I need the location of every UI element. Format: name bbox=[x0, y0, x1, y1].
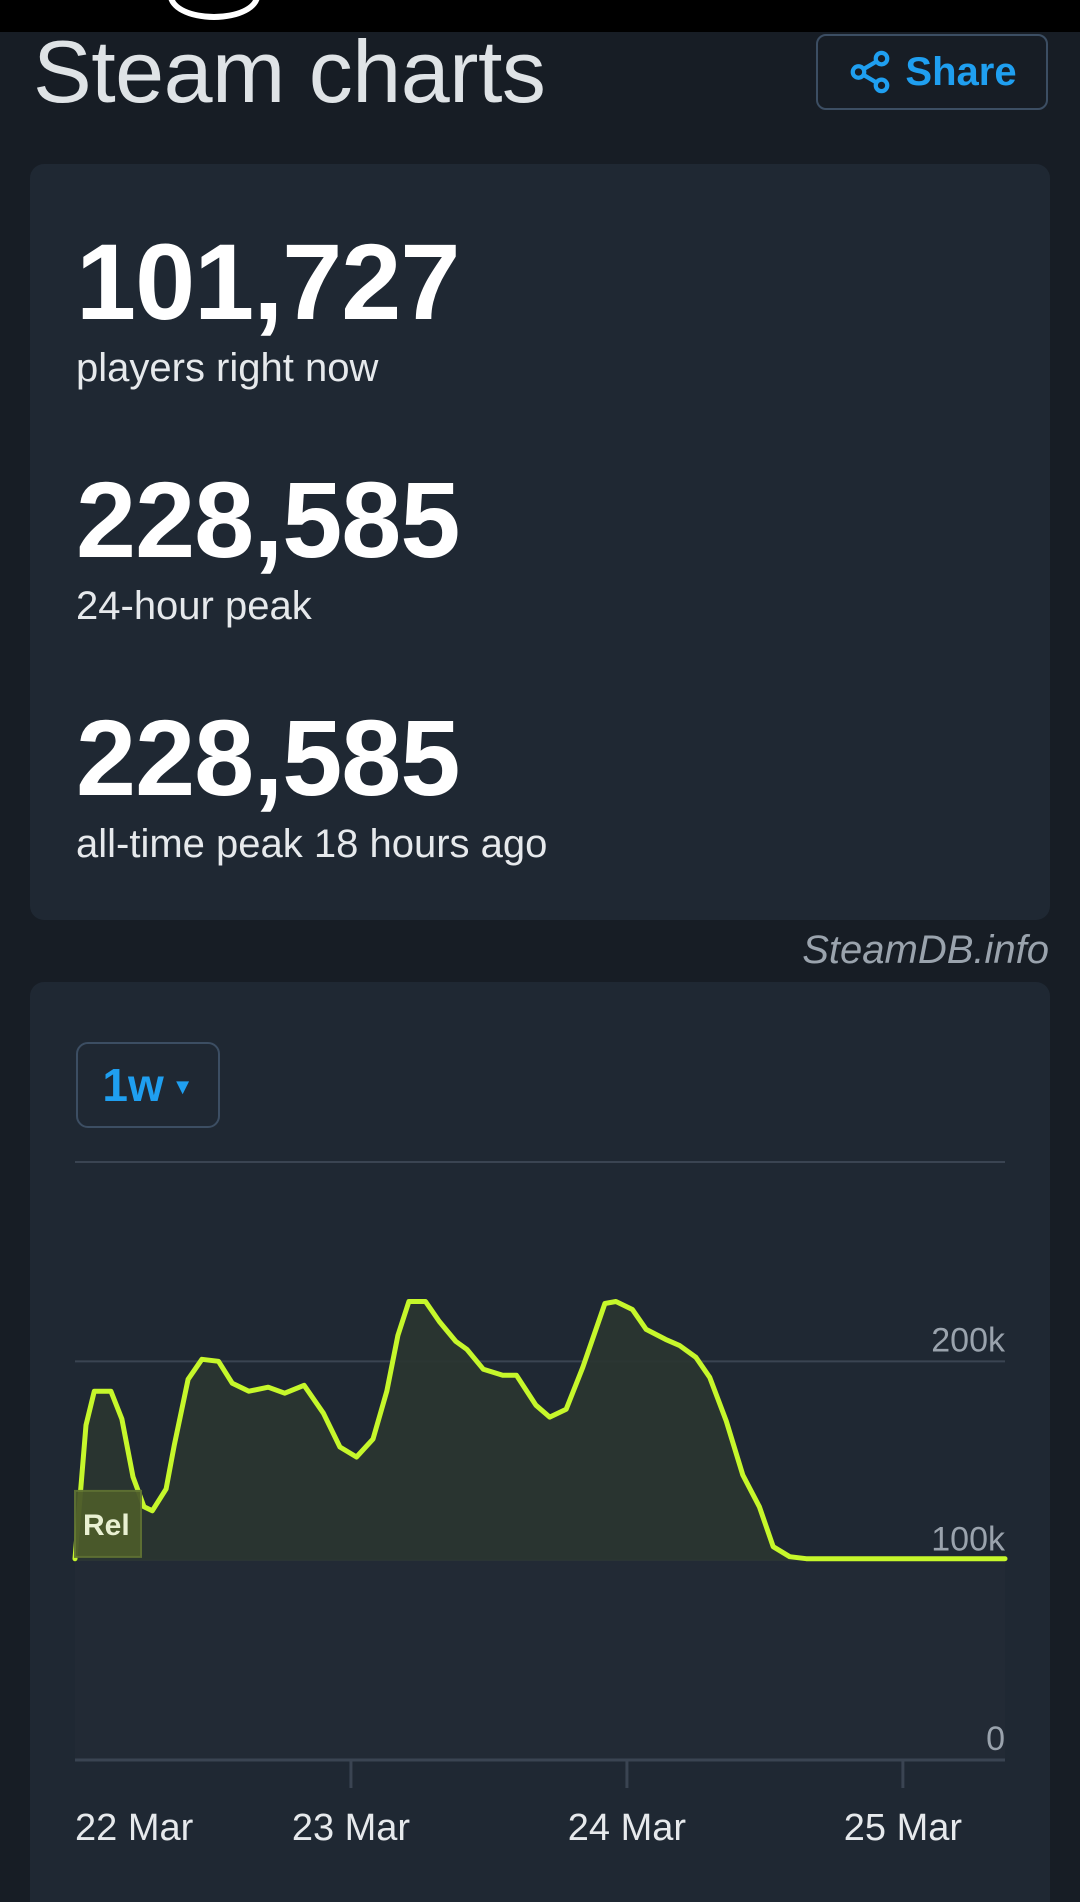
all-time-peak-label: all-time peak 18 hours ago bbox=[76, 822, 548, 866]
release-marker-label: Rel bbox=[83, 1509, 130, 1542]
all-time-peak-value: 228,585 bbox=[76, 697, 460, 818]
player-count-chart[interactable]: Rel 0 100k 200k 22 Mar 23 Mar 24 Mar 25 Mar bbox=[30, 982, 1050, 1902]
caret-down-icon: ▼ bbox=[171, 1074, 194, 1099]
x-tick-label: 25 Mar bbox=[844, 1807, 963, 1849]
share-icon bbox=[851, 50, 890, 94]
peak-24h-value: 228,585 bbox=[76, 459, 460, 580]
x-tick-label: 23 Mar bbox=[292, 1807, 411, 1849]
x-tick-label: 24 Mar bbox=[568, 1807, 687, 1849]
x-tick-label: 22 Mar bbox=[75, 1807, 194, 1849]
current-players-label: players right now bbox=[76, 346, 379, 390]
camera-notch bbox=[168, 0, 260, 20]
share-button-label: Share bbox=[905, 49, 1017, 94]
range-selector[interactable]: 1w ▼ bbox=[76, 1042, 220, 1128]
y-tick-label: 0 bbox=[986, 1720, 1005, 1758]
current-players-value: 101,727 bbox=[76, 221, 460, 342]
steamdb-watermark: SteamDB.info bbox=[802, 928, 1049, 972]
page-title: Steam charts bbox=[33, 22, 546, 121]
y-tick-label: 100k bbox=[931, 1521, 1006, 1559]
peak-24h-label: 24-hour peak bbox=[76, 584, 312, 628]
release-marker-box bbox=[74, 1489, 142, 1558]
chart-lower-zone bbox=[75, 1560, 1005, 1760]
player-stats-card: 101,727 players right now 228,585 24-hou… bbox=[30, 164, 1050, 920]
player-chart-card: Rel 0 100k 200k 22 Mar 23 Mar 24 Mar 25 Mar 1w … bbox=[30, 982, 1050, 1902]
status-bar bbox=[0, 0, 1080, 32]
range-selector-label: 1w bbox=[102, 1059, 164, 1111]
series-line bbox=[72, 1299, 1008, 1562]
y-tick-label: 200k bbox=[931, 1321, 1006, 1359]
share-button[interactable]: Share bbox=[816, 34, 1048, 110]
series-area-fill bbox=[75, 1301, 1005, 1561]
